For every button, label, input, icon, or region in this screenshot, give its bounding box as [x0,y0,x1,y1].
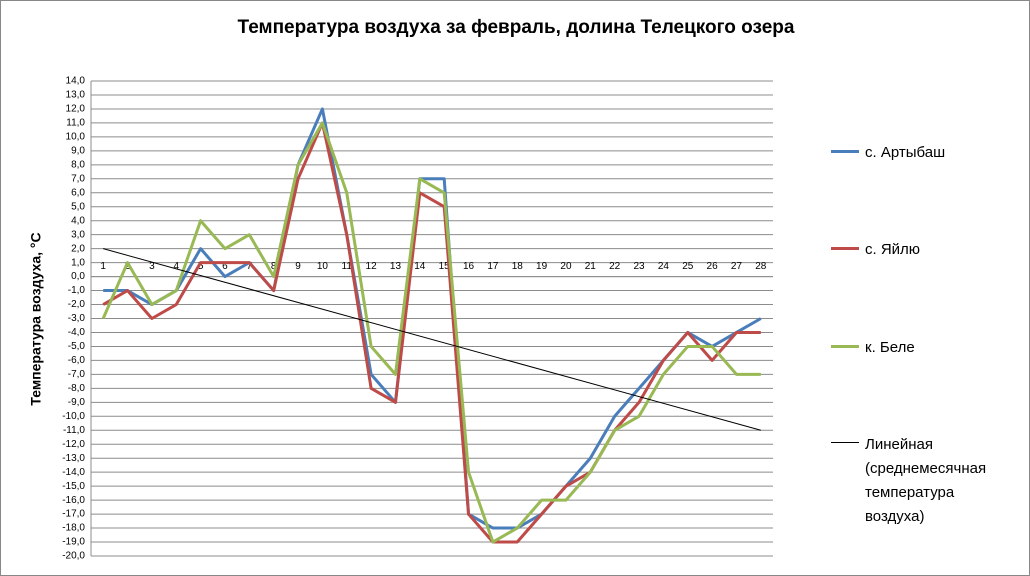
x-tick-label: 12 [366,261,378,272]
legend-swatch [831,442,859,443]
y-tick-label: -13,0 [62,453,85,464]
y-tick-label: 7,0 [71,173,85,184]
y-tick-label: -1,0 [68,285,86,296]
series-line [102,121,761,544]
x-tick-label: 5 [198,261,204,272]
x-tick-label: 10 [317,261,329,272]
y-tick-label: 8,0 [71,159,85,170]
y-tick-label: -7,0 [68,369,86,380]
y-tick-label: -4,0 [68,327,86,338]
y-tick-label: -19,0 [62,537,85,548]
x-tick-label: 25 [682,261,694,272]
x-tick-label: 9 [295,261,301,272]
y-tick-label: 0,0 [71,271,85,282]
y-tick-label: -8,0 [68,383,86,394]
legend-label: к. Беле [865,339,915,356]
y-tick-label: 4,0 [71,215,85,226]
y-tick-label: -18,0 [62,523,85,534]
legend-swatch [831,150,859,153]
x-tick-label: 26 [707,261,719,272]
y-tick-label: 12,0 [66,104,86,115]
y-tick-label: 9,0 [71,145,85,156]
x-tick-label: 28 [755,261,767,272]
y-tick-label: 13,0 [66,90,86,101]
y-tick-label: -17,0 [62,509,85,520]
x-tick-label: 22 [609,261,621,272]
series-line [101,121,761,544]
x-tick-label: 1 [100,261,106,272]
y-tick-label: 10,0 [66,132,86,143]
legend-swatch [831,247,859,250]
y-tick-label: 6,0 [71,187,85,198]
legend-item: Линейная (среднемесячная температура воз… [831,433,1011,529]
y-tick-label: 11,0 [66,118,85,129]
x-tick-label: 11 [342,261,353,272]
x-tick-label: 6 [222,261,228,272]
x-tick-label: 2 [125,261,131,272]
x-tick-label: 16 [463,261,475,272]
y-tick-label: -2,0 [68,299,86,310]
y-tick-label: -6,0 [68,355,86,366]
x-tick-label: 24 [658,261,670,272]
y-axis-label: Температура воздуха, °С [28,232,44,405]
x-tick-label: 18 [512,261,524,272]
trend-line [103,248,761,431]
x-tick-label: 15 [439,261,451,272]
y-tick-label: -12,0 [62,439,85,450]
legend-label: с. Артыбаш [865,144,946,161]
y-tick-label: -9,0 [68,397,86,408]
y-tick-label: -3,0 [68,313,86,324]
x-tick-label: 23 [633,261,645,272]
y-tick-label: 1,0 [71,257,85,268]
x-tick-label: 3 [149,261,155,272]
x-tick-label: 4 [173,261,179,272]
y-tick-label: -15,0 [62,481,85,492]
y-tick-label: -10,0 [62,411,85,422]
y-tick-label: -16,0 [62,495,85,506]
chart-title: Температура воздуха за февраль, долина Т… [238,17,795,38]
legend-label: Линейная (среднемесячная температура воз… [865,436,987,525]
x-tick-label: 7 [247,261,253,272]
x-tick-label: 21 [585,261,597,272]
x-tick-label: 27 [731,261,743,272]
y-tick-label: -5,0 [68,341,86,352]
y-tick-label: -20,0 [62,551,85,562]
y-tick-label: -11,0 [63,425,85,436]
legend-swatch [831,345,859,348]
x-tick-label: 19 [536,261,548,272]
x-tick-label: 8 [271,261,277,272]
y-tick-label: 5,0 [71,201,85,212]
legend-item: с. Артыбаш [831,141,1011,165]
x-tick-label: 14 [414,261,426,272]
y-tick-label: -14,0 [62,467,85,478]
legend-item: к. Беле [831,336,1011,360]
x-tick-label: 20 [560,261,572,272]
y-tick-label: 3,0 [71,229,85,240]
legend-item: с. Яйлю [831,238,1011,262]
legend-label: с. Яйлю [865,241,921,258]
x-tick-label: 17 [487,261,499,272]
y-tick-label: 2,0 [71,243,85,254]
y-tick-label: 14,0 [66,76,86,87]
x-tick-label: 13 [390,261,402,272]
